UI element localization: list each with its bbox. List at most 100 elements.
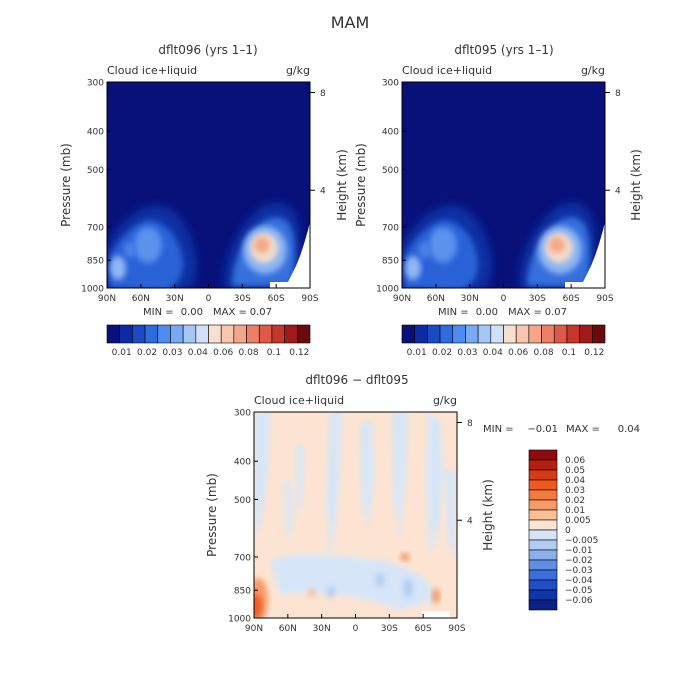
page-title: MAM xyxy=(331,13,370,32)
units-label: g/kg xyxy=(433,394,457,407)
max-label: MAX = xyxy=(213,307,247,318)
colorbar-label: 0.03 xyxy=(162,348,182,358)
colorbar-box xyxy=(271,324,285,344)
colorbar-box xyxy=(258,324,273,344)
colorbar-label: 0.03 xyxy=(457,348,477,358)
x-tick-label: 90S xyxy=(596,294,613,304)
y-tick-label: 300 xyxy=(87,79,104,89)
y-tick-label: 300 xyxy=(234,409,251,419)
y-tick-label: 500 xyxy=(234,496,251,506)
colorbar-box xyxy=(427,324,441,344)
y-tick-label: 1000 xyxy=(376,285,399,295)
colorbar-label: 0.1 xyxy=(267,348,281,358)
colorbar-box xyxy=(477,324,492,344)
colorbar-label: 0.04 xyxy=(483,348,503,358)
y-tick-label: 500 xyxy=(382,166,399,176)
panel-title: dflt096 − dflt095 xyxy=(305,373,408,387)
heatmap-field xyxy=(254,412,457,618)
colorbar-box xyxy=(144,324,159,344)
colorbar-box xyxy=(528,469,558,481)
colorbar-box xyxy=(528,489,558,501)
colorbar-box xyxy=(220,324,235,344)
x-tick-label: 60N xyxy=(132,294,150,304)
y-axis-left: 300 400 500 700 850 1000 Pressure (mb) xyxy=(205,409,258,625)
variable-label: Cloud ice+liquid xyxy=(254,394,344,407)
colorbar-label: 0.05 xyxy=(565,466,585,476)
y-tick-label: 850 xyxy=(234,587,251,597)
colorbar-box xyxy=(528,449,558,461)
x-tick-label: 90N xyxy=(245,624,263,634)
y-axis-right-label: Height (km) xyxy=(481,479,495,550)
y-tick-label: 400 xyxy=(382,128,399,138)
y-right-tick-label: 4 xyxy=(615,187,621,197)
y-axis-label: Pressure (mb) xyxy=(59,143,73,227)
min-label: MIN = xyxy=(143,307,174,318)
colorbar-label: 0.1 xyxy=(562,348,576,358)
y-axis-left: 300 400 500 700 850 1000 Pressure (mb) xyxy=(59,79,111,295)
colorbar-box xyxy=(528,549,558,561)
colorbar-box xyxy=(490,324,504,344)
colorbar-label: 0.02 xyxy=(137,348,157,358)
x-tick-label: 30S xyxy=(529,294,546,304)
colorbar-label: −0.05 xyxy=(565,586,593,596)
colorbar-label: 0.005 xyxy=(565,516,591,526)
colorbar-label: −0.02 xyxy=(565,556,593,566)
colorbar-label: 0.03 xyxy=(565,486,585,496)
y-axis-right-label: Height (km) xyxy=(335,149,349,220)
heatmap-field xyxy=(107,82,310,288)
panel-dflt096: dflt096 (yrs 1–1) Cloud ice+liquid g/kg … xyxy=(59,43,349,358)
y-axis-right-label: Height (km) xyxy=(629,149,643,220)
colorbar-box xyxy=(106,324,120,344)
colorbar-box xyxy=(284,324,298,344)
x-tick-label: 60N xyxy=(427,294,445,304)
x-tick-label: 30N xyxy=(461,294,479,304)
x-tick-label: 0 xyxy=(206,294,212,304)
colorbar-label: 0.06 xyxy=(508,348,528,358)
min-value: 0.00 xyxy=(181,307,203,318)
x-tick-label: 60S xyxy=(415,624,432,634)
y-right-tick-label: 4 xyxy=(320,187,326,197)
max-value: 0.07 xyxy=(545,307,567,318)
colorbar-label: 0.04 xyxy=(565,476,585,486)
y-tick-label: 700 xyxy=(234,553,251,563)
colorbar-box xyxy=(528,539,558,551)
colorbar-label: 0.04 xyxy=(188,348,208,358)
colorbar-box xyxy=(566,324,580,344)
colorbar-box xyxy=(515,324,530,344)
y-axis-label: Pressure (mb) xyxy=(205,473,219,557)
x-axis: 90N 60N 30N 0 30S 60S 90S xyxy=(98,284,319,304)
y-axis-right: 8 4 Height (km) xyxy=(457,419,495,551)
y-tick-label: 500 xyxy=(87,166,104,176)
panel-title: dflt096 (yrs 1–1) xyxy=(158,43,257,57)
colorbar-label: 0.01 xyxy=(112,348,132,358)
colorbar-box xyxy=(414,324,428,344)
panel-dflt095: dflt095 (yrs 1–1) Cloud ice+liquid g/kg … xyxy=(354,43,643,358)
colorbar-label: 0.12 xyxy=(584,348,604,358)
colorbar-box xyxy=(401,324,415,344)
colorbar-box xyxy=(195,324,209,344)
y-tick-label: 400 xyxy=(87,128,104,138)
x-tick-label: 0 xyxy=(353,624,359,634)
colorbar-box xyxy=(439,324,454,344)
colorbar-box xyxy=(132,324,146,344)
colorbar-label: 0.06 xyxy=(565,456,585,466)
colorbar-label: 0.01 xyxy=(407,348,427,358)
colorbar-label: 0.02 xyxy=(565,496,585,506)
y-tick-label: 700 xyxy=(87,223,104,233)
colorbar-vertical: 0.060.050.040.030.020.010.0050−0.005−0.0… xyxy=(528,449,598,611)
stats-line: MIN = 0.00 MAX = 0.07 xyxy=(438,307,567,318)
colorbar-box xyxy=(528,499,558,511)
colorbar: 0.01 0.02 0.03 0.04 0.06 0.08 0.1 0.12 xyxy=(401,324,606,358)
colorbar-label: −0.01 xyxy=(565,546,593,556)
colorbar-box xyxy=(579,324,593,344)
panel-title: dflt095 (yrs 1–1) xyxy=(454,43,553,57)
colorbar-box xyxy=(182,324,197,344)
stats-line: MIN = 0.00 MAX = 0.07 xyxy=(143,307,272,318)
colorbar-label: −0.03 xyxy=(565,566,593,576)
min-value: 0.00 xyxy=(476,307,498,318)
y-tick-label: 700 xyxy=(382,223,399,233)
colorbar: 0.01 0.02 0.03 0.04 0.06 0.08 0.1 0.12 xyxy=(106,324,311,358)
y-tick-label: 400 xyxy=(234,458,251,468)
min-label: MIN = xyxy=(483,424,514,435)
min-value: −0.01 xyxy=(527,424,558,435)
